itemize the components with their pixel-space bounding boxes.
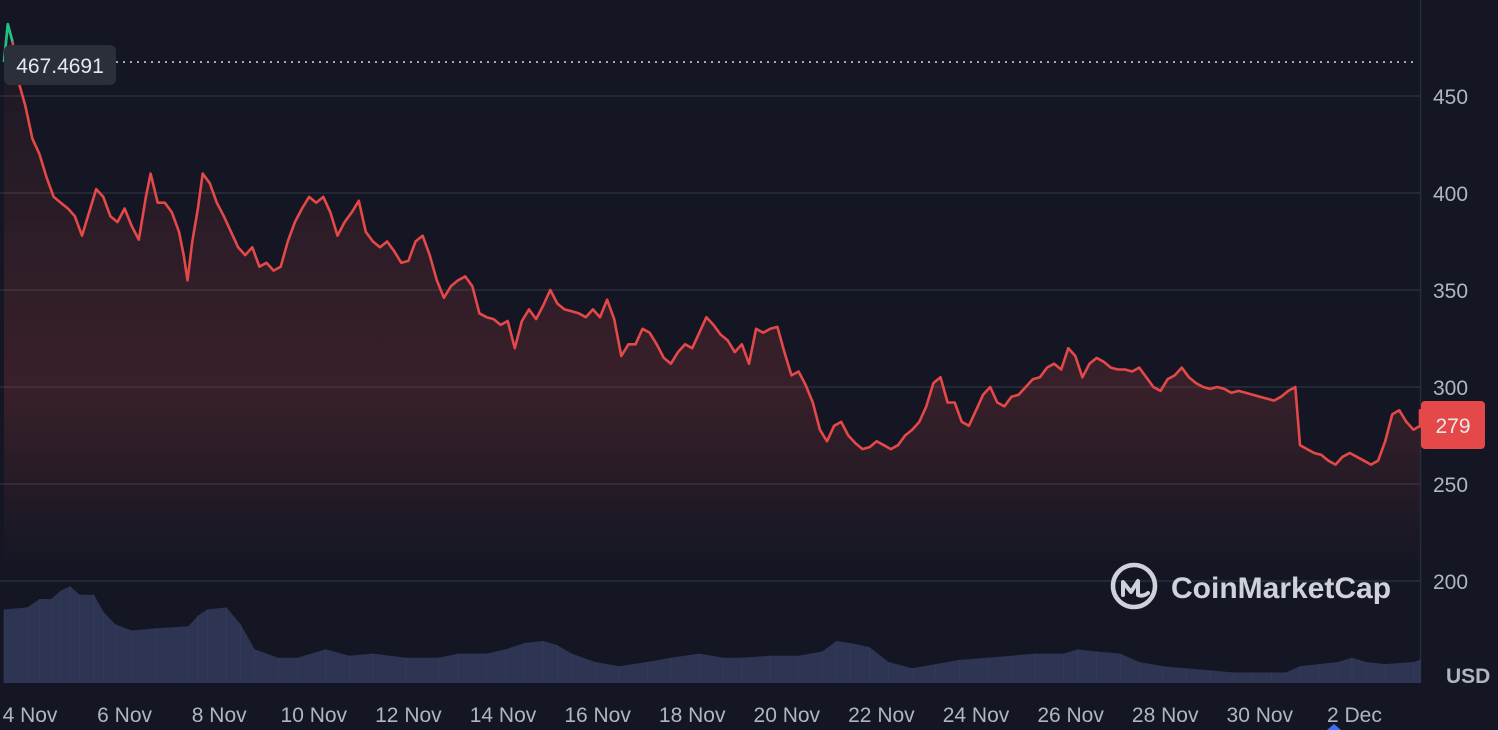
- x-tick-30-nov: 30 Nov: [1227, 704, 1294, 727]
- y-axis: 200 250 300 350 400 450: [1433, 86, 1468, 594]
- x-tick-28-nov: 28 Nov: [1132, 704, 1199, 727]
- y-tick-450: 450: [1433, 86, 1468, 109]
- x-tick-20-nov: 20 Nov: [754, 704, 821, 727]
- last-price-label-bg: [1421, 401, 1485, 449]
- open-price-label-text: 467.4691: [16, 55, 104, 78]
- currency-label: USD: [1446, 665, 1490, 688]
- last-price-label-text: 279: [1435, 415, 1470, 438]
- x-tick-2-dec: 2 Dec: [1327, 704, 1382, 727]
- y-tick-300: 300: [1433, 377, 1468, 400]
- price-series-line: [2, 22, 1422, 466]
- x-tick-22-nov: 22 Nov: [848, 704, 915, 727]
- y-tick-400: 400: [1433, 183, 1468, 206]
- coinmarketcap-logo-icon: [1110, 562, 1158, 610]
- last-price-label: 279: [1421, 401, 1485, 449]
- brand-name: CoinMarketCap: [1171, 572, 1391, 605]
- y-tick-350: 350: [1433, 280, 1468, 303]
- x-tick-10-nov: 10 Nov: [281, 704, 348, 727]
- price-area: [4, 24, 1420, 683]
- x-tick-12-nov: 12 Nov: [375, 704, 442, 727]
- open-price-label: 467.4691: [4, 45, 116, 85]
- price-area-fill: [4, 24, 1420, 683]
- x-tick-14-nov: 14 Nov: [470, 704, 537, 727]
- x-tick-8-nov: 8 Nov: [192, 704, 247, 727]
- x-tick-16-nov: 16 Nov: [564, 704, 631, 727]
- x-tick-6-nov: 6 Nov: [97, 704, 152, 727]
- x-tick-18-nov: 18 Nov: [659, 704, 726, 727]
- brand-watermark: CoinMarketCap: [1110, 562, 1391, 610]
- open-price-label-bg: [4, 45, 116, 85]
- x-axis: 4 Nov 6 Nov 8 Nov 10 Nov 12 Nov 14 Nov 16 Nov 1…: [3, 704, 1382, 727]
- y-tick-250: 250: [1433, 474, 1468, 497]
- y-tick-200: 200: [1433, 571, 1468, 594]
- x-tick-4-nov: 4 Nov: [3, 704, 58, 727]
- x-tick-24-nov: 24 Nov: [943, 704, 1010, 727]
- range-handle-icon[interactable]: [1327, 724, 1341, 730]
- x-tick-26-nov: 26 Nov: [1037, 704, 1104, 727]
